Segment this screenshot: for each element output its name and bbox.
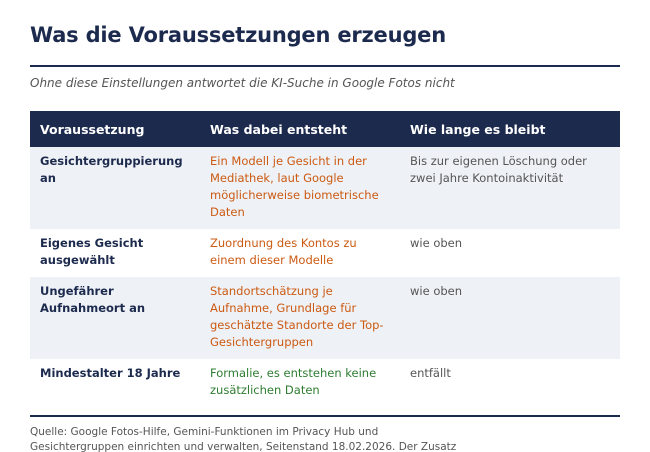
result-cell: Zuordnung des Kontos zu einem dieser Mod… [200, 229, 400, 277]
table-row: Eigenes Gesicht ausgewählt Zuordnung des… [30, 229, 620, 277]
page-subtitle: Ohne diese Einstellungen antwortet die K… [30, 75, 620, 91]
title-divider [30, 65, 620, 67]
requirements-table: Voraussetzung Was dabei entsteht Wie lan… [30, 111, 620, 407]
requirement-cell: Gesichtergruppierung an [30, 147, 200, 229]
column-header-duration: Wie lange es bleibt [400, 111, 620, 147]
result-cell: Standortschätzung je Aufnahme, Grundlage… [200, 277, 400, 359]
duration-cell: wie oben [400, 229, 620, 277]
page-title: Was die Voraussetzungen erzeugen [30, 22, 620, 48]
footer-divider [30, 415, 620, 417]
duration-cell: Bis zur eigenen Löschung oder zwei Jahre… [400, 147, 620, 229]
column-header-requirement: Voraussetzung [30, 111, 200, 147]
requirement-cell: Ungefährer Aufnahmeort an [30, 277, 200, 359]
column-header-result: Was dabei entsteht [200, 111, 400, 147]
duration-cell: entfällt [400, 359, 620, 407]
table-header-row: Voraussetzung Was dabei entsteht Wie lan… [30, 111, 620, 147]
table-row: Ungefährer Aufnahmeort an Standortschätz… [30, 277, 620, 359]
requirement-cell: Eigenes Gesicht ausgewählt [30, 229, 200, 277]
table-row: Mindestalter 18 Jahre Formalie, es entst… [30, 359, 620, 407]
source-note: Quelle: Google Fotos-Hilfe, Gemini-Funkt… [30, 425, 460, 452]
requirement-cell: Mindestalter 18 Jahre [30, 359, 200, 407]
duration-cell: wie oben [400, 277, 620, 359]
result-cell: Ein Modell je Gesicht in der Mediathek, … [200, 147, 400, 229]
table-row: Gesichtergruppierung an Ein Modell je Ge… [30, 147, 620, 229]
result-cell: Formalie, es entstehen keine zusätzliche… [200, 359, 400, 407]
